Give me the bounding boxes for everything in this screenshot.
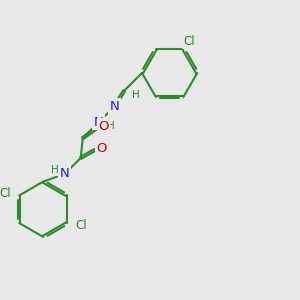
Text: Cl: Cl	[184, 34, 195, 48]
Text: H: H	[51, 165, 59, 175]
Text: N: N	[60, 167, 70, 180]
Text: Cl: Cl	[0, 187, 11, 200]
Text: O: O	[96, 142, 107, 154]
Text: H: H	[132, 90, 140, 100]
Text: Cl: Cl	[75, 219, 87, 232]
Text: N: N	[94, 116, 103, 129]
Text: H: H	[106, 121, 114, 131]
Text: O: O	[98, 120, 109, 133]
Text: N: N	[110, 100, 119, 113]
